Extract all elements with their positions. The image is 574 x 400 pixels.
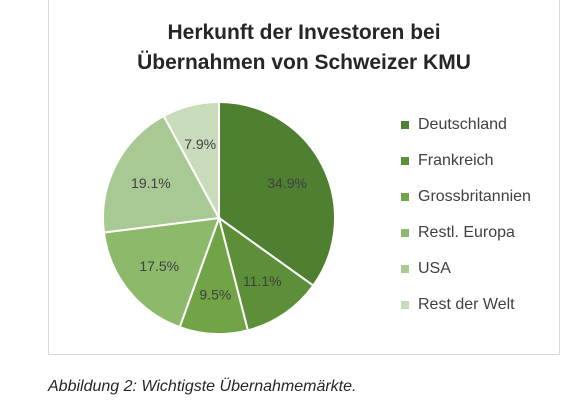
- slice-data-label-2: 9.5%: [199, 286, 231, 302]
- legend-label-1: Frankreich: [418, 152, 494, 169]
- legend-swatch-3: [401, 229, 409, 237]
- pie-slice-1: [217, 215, 315, 332]
- legend-swatch-1: [401, 157, 409, 165]
- legend-label-4: USA: [418, 260, 451, 277]
- pie-slice-0: [218, 100, 336, 287]
- chart-legend: Deutschland Frankreich Grossbritannien Rest…: [401, 116, 531, 332]
- chart-title-line-1: Herkunft der Investoren bei: [167, 21, 441, 44]
- slice-data-label-0: 34.9%: [267, 175, 307, 191]
- pie-slice-4: [102, 114, 221, 234]
- legend-item-3: Restl. Europa: [401, 224, 531, 242]
- slice-data-label-1: 11.1%: [243, 273, 282, 289]
- chart-frame: Herkunft der Investoren bei Übernahmen v…: [48, 0, 560, 355]
- legend-swatch-0: [401, 121, 409, 129]
- legend-item-0: Deutschland: [401, 116, 531, 134]
- pie-slice-3: [102, 216, 221, 329]
- legend-label-5: Rest der Welt: [418, 296, 515, 313]
- pie-slice-5: [162, 100, 220, 219]
- legend-item-2: Grossbritannien: [401, 188, 531, 206]
- legend-label-2: Grossbritannien: [418, 188, 531, 205]
- legend-label-0: Deutschland: [418, 116, 507, 133]
- figure-caption: Abbildung 2: Wichtigste Übernahmemärkte.: [48, 378, 357, 395]
- slice-data-label-5: 7.9%: [184, 136, 216, 152]
- chart-title: Herkunft der Investoren bei Übernahmen v…: [49, 18, 559, 78]
- pie-chart: 34.9% 11.1% 9.5% 17.5% 19.1% 7.9%: [102, 100, 336, 335]
- legend-swatch-4: [401, 265, 409, 273]
- legend-item-1: Frankreich: [401, 152, 531, 170]
- legend-item-4: USA: [401, 260, 531, 278]
- legend-label-3: Restl. Europa: [418, 224, 515, 241]
- legend-swatch-5: [401, 301, 409, 309]
- chart-title-line-2: Übernahmen von Schweizer KMU: [137, 51, 471, 74]
- legend-swatch-2: [401, 193, 409, 201]
- slice-data-label-3: 17.5%: [139, 258, 179, 274]
- slice-data-label-4: 19.1%: [131, 175, 171, 191]
- legend-item-5: Rest der Welt: [401, 296, 531, 314]
